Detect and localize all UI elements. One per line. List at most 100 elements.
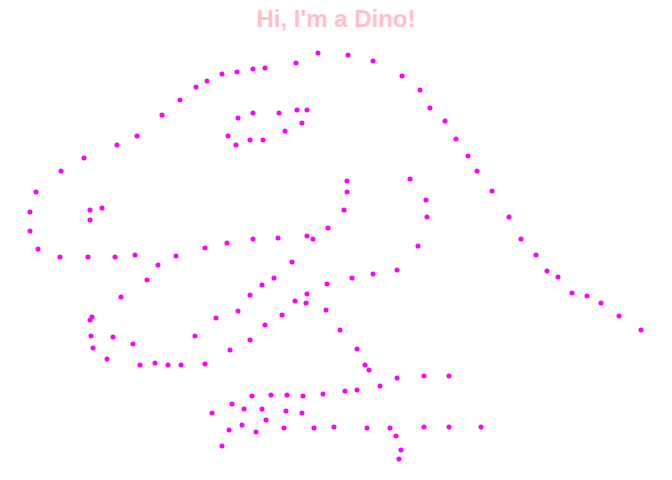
- point: [137, 362, 142, 367]
- point: [229, 401, 234, 406]
- point: [311, 425, 316, 430]
- point: [341, 207, 346, 212]
- point: [253, 429, 258, 434]
- point: [144, 277, 149, 282]
- point: [616, 313, 621, 318]
- point: [362, 362, 367, 367]
- point: [99, 205, 104, 210]
- point: [87, 317, 92, 322]
- point: [173, 253, 178, 258]
- point: [235, 115, 240, 120]
- title: Hi, I'm a Dino!: [256, 5, 415, 32]
- point: [478, 424, 483, 429]
- point: [234, 69, 239, 74]
- point: [249, 393, 254, 398]
- point: [315, 50, 320, 55]
- point: [423, 197, 428, 202]
- point: [202, 361, 207, 366]
- point: [304, 233, 309, 238]
- point: [247, 292, 252, 297]
- point: [178, 362, 183, 367]
- point: [219, 443, 224, 448]
- point: [81, 155, 86, 160]
- point: [421, 373, 426, 378]
- point: [324, 281, 329, 286]
- point: [260, 137, 265, 142]
- point: [204, 78, 209, 83]
- point: [345, 52, 350, 57]
- point: [259, 282, 264, 287]
- point: [342, 388, 347, 393]
- point: [323, 307, 328, 312]
- point: [354, 346, 359, 351]
- point: [262, 322, 267, 327]
- point: [118, 294, 123, 299]
- point: [239, 422, 244, 427]
- point: [349, 275, 354, 280]
- point: [152, 360, 157, 365]
- point: [57, 254, 62, 259]
- point: [224, 240, 229, 245]
- point: [300, 393, 305, 398]
- point: [202, 245, 207, 250]
- point: [104, 356, 109, 361]
- point: [279, 312, 284, 317]
- point: [417, 87, 422, 92]
- point: [370, 271, 375, 276]
- point: [533, 252, 538, 257]
- point: [282, 128, 287, 133]
- point: [134, 133, 139, 138]
- point: [87, 207, 92, 212]
- point: [396, 456, 401, 461]
- point: [226, 427, 231, 432]
- point: [85, 254, 90, 259]
- point: [465, 153, 470, 158]
- point: [233, 142, 238, 147]
- point: [27, 209, 32, 214]
- point: [377, 383, 382, 388]
- point: [320, 391, 325, 396]
- point: [489, 188, 494, 193]
- point: [247, 337, 252, 342]
- point: [555, 274, 560, 279]
- point: [88, 333, 93, 338]
- point: [177, 97, 182, 102]
- point: [227, 347, 232, 352]
- point: [284, 392, 289, 397]
- point: [130, 341, 135, 346]
- point: [262, 65, 267, 70]
- point: [58, 168, 63, 173]
- point: [292, 298, 297, 303]
- point: [331, 424, 336, 429]
- point: [268, 392, 273, 397]
- point: [415, 243, 420, 248]
- point: [110, 334, 115, 339]
- points: [27, 50, 643, 461]
- point: [263, 417, 268, 422]
- point: [193, 84, 198, 89]
- point: [387, 425, 392, 430]
- point: [33, 189, 38, 194]
- point: [155, 262, 160, 267]
- point: [446, 424, 451, 429]
- point: [294, 107, 299, 112]
- point: [446, 373, 451, 378]
- point: [370, 58, 375, 63]
- point: [569, 290, 574, 295]
- point: [27, 228, 32, 233]
- point: [209, 410, 214, 415]
- point: [90, 345, 95, 350]
- point: [250, 110, 255, 115]
- point: [303, 300, 308, 305]
- point: [299, 120, 304, 125]
- point: [304, 107, 309, 112]
- point: [442, 118, 447, 123]
- point: [474, 168, 479, 173]
- point: [393, 433, 398, 438]
- point: [276, 110, 281, 115]
- chart: Hi, I'm a Dino!: [0, 0, 672, 480]
- point: [289, 259, 294, 264]
- point: [325, 225, 330, 230]
- point: [354, 387, 359, 392]
- point: [35, 246, 40, 251]
